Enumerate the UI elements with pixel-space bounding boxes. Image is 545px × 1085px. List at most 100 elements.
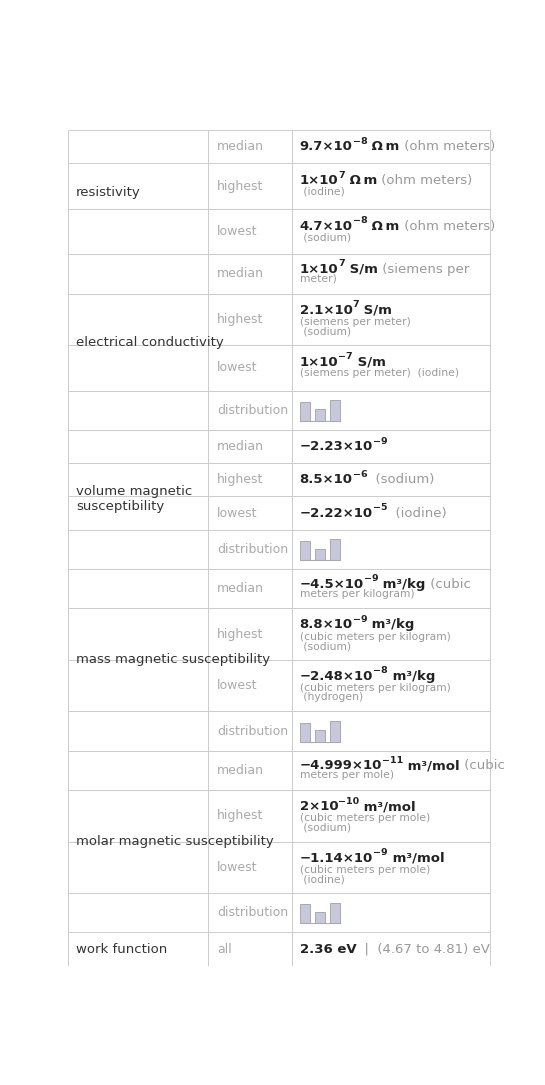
Text: (sodium): (sodium)	[300, 822, 351, 832]
Text: lowest: lowest	[217, 860, 257, 873]
Text: −8: −8	[353, 137, 367, 145]
Text: −8: −8	[353, 216, 367, 226]
Text: mass magnetic susceptibility: mass magnetic susceptibility	[76, 653, 270, 666]
Text: (cubic meters per kilogram): (cubic meters per kilogram)	[300, 631, 451, 641]
Text: −11: −11	[382, 756, 403, 765]
Text: 1×10: 1×10	[300, 356, 338, 369]
Text: 1×10: 1×10	[300, 175, 338, 188]
Text: −5: −5	[373, 503, 387, 512]
Text: −2.48×10: −2.48×10	[300, 669, 373, 682]
Text: median: median	[217, 441, 264, 454]
Text: −6: −6	[353, 470, 367, 478]
Text: distribution: distribution	[217, 542, 288, 556]
Text: median: median	[217, 268, 264, 281]
Text: highest: highest	[217, 180, 263, 193]
Text: highest: highest	[217, 628, 263, 641]
Text: 1×10: 1×10	[300, 263, 338, 276]
Text: 7: 7	[338, 170, 345, 180]
Text: (iodine): (iodine)	[300, 187, 344, 196]
Text: (hydrogen): (hydrogen)	[300, 692, 363, 702]
Text: −2.22×10: −2.22×10	[300, 507, 373, 520]
Text: S/m: S/m	[345, 263, 378, 276]
Text: −1.14×10: −1.14×10	[300, 852, 373, 865]
Text: −4.5×10: −4.5×10	[300, 577, 364, 590]
Bar	[300, 401, 310, 421]
Text: median: median	[217, 583, 264, 596]
Text: highest: highest	[217, 312, 263, 326]
Text: −9: −9	[373, 436, 387, 446]
Text: (ohm meters): (ohm meters)	[377, 175, 473, 188]
Text: S/m: S/m	[359, 304, 392, 317]
Text: 7: 7	[338, 259, 345, 268]
Text: −4.999×10: −4.999×10	[300, 760, 382, 773]
Bar	[330, 720, 340, 742]
Text: (iodine): (iodine)	[387, 507, 447, 520]
Text: (ohm meters): (ohm meters)	[399, 140, 495, 153]
Text: S/m: S/m	[353, 356, 386, 369]
Text: median: median	[217, 764, 264, 777]
Text: all: all	[217, 943, 232, 956]
Text: −9: −9	[353, 615, 367, 624]
Text: (cubic: (cubic	[426, 577, 471, 590]
Text: (sodium): (sodium)	[300, 232, 351, 242]
Bar	[300, 723, 310, 742]
Text: m³/mol: m³/mol	[387, 852, 444, 865]
Text: (ohm meters): (ohm meters)	[399, 219, 495, 232]
Bar	[315, 549, 325, 560]
Text: −9: −9	[364, 574, 378, 583]
Text: 7: 7	[353, 301, 359, 309]
Text: (cubic meters per mole): (cubic meters per mole)	[300, 865, 430, 875]
Text: 9.7×10: 9.7×10	[300, 140, 353, 153]
Text: (siemens per: (siemens per	[378, 263, 469, 276]
Text: meters per kilogram): meters per kilogram)	[300, 588, 414, 599]
Text: Ω m: Ω m	[367, 219, 399, 232]
Text: distribution: distribution	[217, 906, 288, 919]
Text: resistivity: resistivity	[76, 186, 141, 199]
Text: 8.8×10: 8.8×10	[300, 618, 353, 631]
Bar	[315, 912, 325, 923]
Text: volume magnetic
susceptibility: volume magnetic susceptibility	[76, 485, 192, 513]
Text: lowest: lowest	[217, 361, 257, 374]
Text: −9: −9	[373, 848, 387, 857]
Text: −8: −8	[373, 666, 388, 676]
Text: median: median	[217, 140, 264, 153]
Text: (sodium): (sodium)	[300, 327, 351, 336]
Bar	[315, 730, 325, 742]
Bar	[330, 400, 340, 421]
Text: 2×10: 2×10	[300, 800, 338, 813]
Text: (sodium): (sodium)	[300, 641, 351, 651]
Text: distribution: distribution	[217, 404, 288, 417]
Text: lowest: lowest	[217, 507, 257, 520]
Text: meters per mole): meters per mole)	[300, 770, 394, 780]
Text: (cubic meters per kilogram): (cubic meters per kilogram)	[300, 684, 451, 693]
Text: highest: highest	[217, 809, 263, 822]
Text: m³/kg: m³/kg	[367, 618, 415, 631]
Text: meter): meter)	[300, 273, 337, 283]
Text: −2.23×10: −2.23×10	[300, 441, 373, 454]
Text: lowest: lowest	[217, 679, 257, 692]
Text: highest: highest	[217, 473, 263, 486]
Text: (iodine): (iodine)	[300, 875, 344, 884]
Bar	[330, 903, 340, 923]
Text: Ω m: Ω m	[367, 140, 399, 153]
Text: (sodium): (sodium)	[367, 473, 435, 486]
Text: m³/kg: m³/kg	[378, 577, 426, 590]
Text: work function: work function	[76, 943, 167, 956]
Text: (cubic: (cubic	[460, 760, 505, 773]
Text: −10: −10	[338, 796, 360, 805]
Text: (siemens per meter): (siemens per meter)	[300, 317, 410, 327]
Text: molar magnetic susceptibility: molar magnetic susceptibility	[76, 835, 274, 848]
Bar	[300, 905, 310, 923]
Text: 8.5×10: 8.5×10	[300, 473, 353, 486]
Text: distribution: distribution	[217, 725, 288, 738]
Text: −7: −7	[338, 353, 353, 361]
Text: m³/mol: m³/mol	[360, 800, 416, 813]
Text: Ω m: Ω m	[345, 175, 377, 188]
Text: |  (4.67 to 4.81) eV: | (4.67 to 4.81) eV	[356, 943, 490, 956]
Text: m³/mol: m³/mol	[403, 760, 460, 773]
Text: 2.1×10: 2.1×10	[300, 304, 353, 317]
Text: lowest: lowest	[217, 225, 257, 238]
Text: electrical conductivity: electrical conductivity	[76, 335, 223, 348]
Text: m³/kg: m³/kg	[388, 669, 435, 682]
Text: 4.7×10: 4.7×10	[300, 219, 353, 232]
